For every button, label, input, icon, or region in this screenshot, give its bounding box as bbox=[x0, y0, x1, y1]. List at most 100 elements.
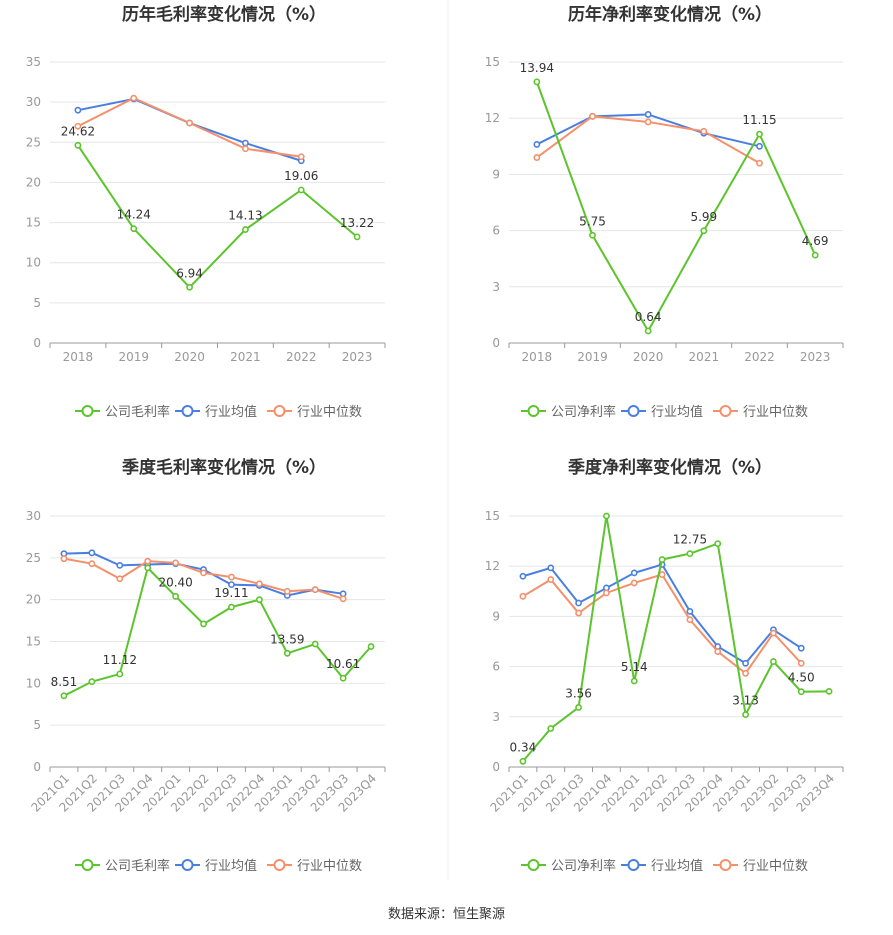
data-point bbox=[116, 575, 124, 583]
legend-item-2: 行业中位数 bbox=[713, 405, 808, 420]
data-label: 11.12 bbox=[103, 653, 137, 667]
y-tick-label: 30 bbox=[26, 95, 41, 109]
legend-item-1: 行业均值 bbox=[621, 404, 703, 420]
data-label: 10.61 bbox=[326, 657, 360, 671]
data-point bbox=[547, 576, 555, 583]
data-point bbox=[172, 592, 180, 600]
legend-label: 公司净利率 bbox=[551, 404, 616, 420]
data-label: 6.94 bbox=[176, 266, 203, 280]
y-tick-label: 12 bbox=[485, 559, 500, 573]
legend-label: 行业均值 bbox=[205, 404, 257, 420]
data-point bbox=[811, 251, 819, 259]
data-point bbox=[60, 692, 68, 700]
y-tick-label: 25 bbox=[26, 551, 41, 565]
legend-item-1: 行业均值 bbox=[175, 858, 257, 874]
data-label: 19.06 bbox=[284, 169, 318, 183]
data-point bbox=[311, 640, 319, 648]
data-label: 4.50 bbox=[788, 671, 815, 685]
data-point bbox=[797, 688, 805, 696]
data-point bbox=[88, 560, 96, 568]
data-point bbox=[242, 139, 249, 147]
data-point bbox=[756, 142, 763, 150]
data-point bbox=[339, 595, 347, 603]
data-point bbox=[367, 643, 375, 650]
chart-3: 季度毛利率变化情况（%）0510152025302021Q12021Q22021… bbox=[26, 457, 386, 874]
data-label: 24.62 bbox=[61, 124, 95, 138]
data-point bbox=[130, 94, 138, 102]
series-line-0 bbox=[77, 144, 358, 289]
data-point bbox=[756, 159, 763, 167]
data-point bbox=[547, 564, 555, 572]
data-label: 0.34 bbox=[510, 740, 537, 754]
legend-item-1: 行业均值 bbox=[175, 404, 257, 420]
y-tick-label: 15 bbox=[485, 509, 500, 523]
x-tick-label: 2020 bbox=[633, 350, 664, 364]
data-point bbox=[255, 596, 263, 604]
y-tick-label: 15 bbox=[26, 635, 41, 649]
y-tick-label: 30 bbox=[26, 509, 41, 523]
data-point bbox=[658, 556, 666, 563]
data-point bbox=[575, 599, 582, 607]
data-point bbox=[589, 112, 596, 120]
data-label: 8.51 bbox=[51, 675, 78, 689]
data-label: 3.13 bbox=[732, 694, 759, 708]
data-point bbox=[283, 649, 291, 657]
chart-2: 历年净利率变化情况（%） 0 3 6 9 12 15 2018 2019 2020 2021 2022… bbox=[485, 4, 844, 420]
legend-marker bbox=[181, 859, 194, 871]
data-point bbox=[339, 674, 347, 682]
y-tick-label: 0 bbox=[33, 760, 41, 774]
data-point bbox=[756, 130, 763, 138]
data-label: 14.13 bbox=[228, 209, 262, 223]
legend-item-0: 公司毛利率 bbox=[75, 858, 170, 874]
data-point bbox=[547, 725, 555, 732]
x-tick-label: 2018 bbox=[63, 350, 94, 364]
data-point bbox=[797, 659, 805, 667]
data-point bbox=[519, 757, 527, 765]
chart-title: 季度净利率变化情况（%） bbox=[568, 457, 772, 478]
legend-marker bbox=[719, 859, 732, 871]
data-point bbox=[228, 581, 235, 589]
legend-label: 公司毛利率 bbox=[105, 404, 170, 420]
data-point bbox=[242, 226, 249, 233]
data-point bbox=[144, 557, 152, 565]
data-point bbox=[228, 573, 235, 581]
data-point bbox=[603, 589, 610, 597]
data-point bbox=[200, 620, 207, 628]
data-label: 12.75 bbox=[673, 533, 707, 547]
y-tick-label: 0 bbox=[492, 336, 500, 350]
data-point bbox=[60, 555, 68, 563]
data-point bbox=[700, 227, 708, 235]
series-line-1 bbox=[522, 563, 802, 665]
y-tick-label: 10 bbox=[26, 256, 41, 270]
data-point bbox=[519, 572, 527, 580]
legend-marker bbox=[719, 405, 732, 417]
data-point bbox=[630, 579, 638, 587]
x-tick-label: 2021 bbox=[230, 350, 261, 364]
legend-label: 公司毛利率 bbox=[105, 858, 170, 874]
legend-marker bbox=[527, 859, 540, 871]
y-tick-label: 0 bbox=[33, 336, 41, 350]
x-tick-label: 2019 bbox=[577, 350, 608, 364]
legend-marker bbox=[273, 405, 286, 417]
data-point bbox=[172, 559, 180, 567]
y-tick-label: 10 bbox=[26, 676, 41, 690]
y-tick-label: 20 bbox=[26, 593, 41, 607]
data-point bbox=[644, 327, 652, 335]
series-line-2 bbox=[522, 573, 802, 675]
legend-label: 行业均值 bbox=[651, 404, 703, 420]
legend-marker bbox=[627, 405, 640, 417]
data-point bbox=[742, 711, 749, 719]
data-point bbox=[770, 658, 777, 665]
data-label: 5.99 bbox=[690, 210, 717, 224]
data-point bbox=[186, 119, 193, 127]
y-tick-label: 9 bbox=[492, 609, 500, 623]
legend-marker bbox=[273, 859, 286, 871]
y-tick-label: 3 bbox=[492, 280, 500, 294]
y-tick-label: 25 bbox=[26, 135, 41, 149]
x-tick-label: 2022 bbox=[286, 350, 317, 364]
data-point bbox=[575, 609, 582, 617]
legend-label: 行业均值 bbox=[205, 858, 257, 874]
data-label: 11.15 bbox=[742, 113, 776, 127]
x-tick-label: 2021 bbox=[689, 350, 720, 364]
